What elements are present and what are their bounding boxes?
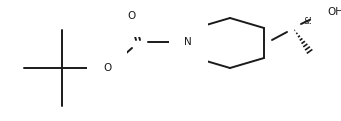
Text: O: O: [103, 63, 111, 73]
Text: OH: OH: [327, 7, 341, 17]
Text: &1: &1: [303, 18, 314, 26]
Text: N: N: [184, 37, 192, 47]
Text: O: O: [128, 11, 136, 21]
